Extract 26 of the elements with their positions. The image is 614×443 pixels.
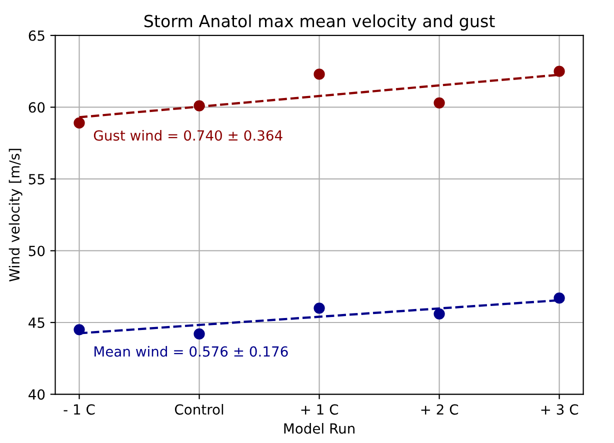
series-label: Gust wind = 0.740 ± 0.364 — [94, 130, 282, 141]
point — [554, 292, 565, 304]
x-tick-label: - 1 C — [64, 404, 95, 415]
point — [74, 324, 85, 336]
x-tick-label: Control — [174, 404, 224, 415]
y-tick-label: 60 — [28, 102, 45, 113]
y-tick-label: 40 — [28, 389, 45, 400]
point — [314, 68, 325, 80]
point — [434, 97, 445, 108]
x-tick-label: + 3 C — [541, 404, 578, 415]
chart-title: Storm Anatol max mean velocity and gust — [144, 14, 495, 31]
series-label: Mean wind = 0.576 ± 0.176 — [94, 346, 288, 357]
point — [74, 117, 85, 129]
y-tick-label: 55 — [28, 174, 44, 184]
y-tick-label: 50 — [28, 246, 45, 256]
point — [194, 100, 205, 112]
point — [434, 308, 445, 320]
point — [554, 66, 565, 77]
y-tick-label: 45 — [28, 318, 44, 328]
y-axis-title: Wind velocity [m/s] — [8, 148, 22, 282]
y-tick-label: 65 — [28, 30, 44, 41]
x-tick-label: + 2 C — [421, 404, 458, 415]
point — [314, 302, 325, 314]
x-tick-label: + 1 C — [301, 404, 338, 415]
point — [194, 328, 205, 340]
x-axis-title: Model Run — [284, 422, 354, 434]
